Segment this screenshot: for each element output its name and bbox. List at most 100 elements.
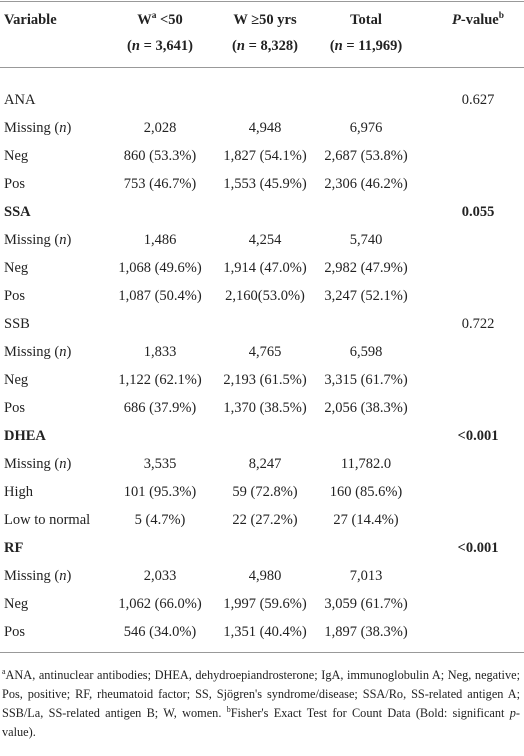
cell-value: 6,598	[349, 344, 383, 360]
text: Pos	[4, 624, 25, 640]
cell-value: 1,997 (59.6%)	[223, 596, 307, 612]
text: W ≥50 yrs	[233, 12, 297, 28]
italic-text: P	[452, 12, 461, 28]
cell-value: 546 (34.0%)	[123, 624, 197, 640]
text: )	[66, 456, 72, 472]
cell-value: 4,254	[248, 232, 282, 248]
cell-value: 160 (85.6%)	[329, 484, 403, 500]
italic-text: p	[509, 706, 516, 720]
cell-value: 2,982 (47.9%)	[324, 260, 408, 276]
cell-value: 2,306 (46.2%)	[324, 176, 408, 192]
superscript: b	[226, 704, 231, 714]
text: Pos	[4, 288, 25, 304]
cell-value: 1,122 (62.1%)	[118, 372, 202, 388]
column-header: Total	[350, 10, 382, 30]
text: W	[137, 12, 152, 28]
section-label: DHEA	[4, 426, 46, 446]
row-label: Pos	[4, 174, 25, 194]
text: (	[232, 38, 237, 54]
text: Missing (	[4, 344, 60, 360]
text: High	[4, 484, 33, 500]
text: -value	[460, 12, 499, 28]
cell-value: 4,765	[248, 344, 282, 360]
row-label: Pos	[4, 622, 25, 642]
cell-value: 753 (46.7%)	[123, 176, 197, 192]
text: (	[329, 38, 335, 54]
superscript: a	[151, 11, 157, 22]
text: = 3,641)	[139, 38, 193, 54]
column-header: (n = 8,328)	[232, 36, 298, 56]
text: Neg	[4, 260, 29, 276]
top-rule	[0, 1, 524, 2]
italic-text: n	[131, 38, 140, 54]
cell-value: 8,247	[248, 456, 282, 472]
cell-value: 2,028	[143, 120, 177, 136]
cell-value: 5,740	[349, 232, 383, 248]
superscript: b	[498, 11, 504, 22]
text: Missing (	[4, 568, 60, 584]
text: = 8,328)	[244, 38, 298, 54]
row-label: Low to normal	[4, 510, 90, 530]
cell-value: 2,193 (61.5%)	[223, 372, 307, 388]
section-label: ANA	[4, 90, 35, 110]
text: Variable	[4, 12, 57, 28]
row-label: Pos	[4, 398, 25, 418]
cell-value: 1,087 (50.4%)	[118, 288, 202, 304]
row-label: Neg	[4, 594, 28, 614]
section-label: RF	[4, 538, 23, 558]
row-label: Neg	[4, 370, 28, 390]
row-label: Missing (n)	[4, 454, 71, 474]
text: Neg	[4, 372, 29, 388]
italic-text: n	[59, 344, 67, 360]
row-label: High	[4, 482, 33, 502]
text: DHEA	[4, 428, 46, 444]
cell-value: 6,976	[349, 120, 383, 136]
cell-value: 11,782.0	[340, 456, 392, 472]
cell-value: 1,370 (38.5%)	[223, 400, 307, 416]
cell-value: 1,827 (54.1%)	[223, 148, 307, 164]
text: Missing (	[4, 120, 60, 136]
text: = 11,969)	[342, 38, 403, 54]
cell-value: 1,553 (45.9%)	[223, 176, 307, 192]
text: ANA, antinuclear antibodies; DHEA, dehyd…	[2, 668, 520, 720]
cell-value: 101 (95.3%)	[123, 484, 197, 500]
text: Total	[350, 12, 382, 28]
cell-value: 1,486	[143, 232, 177, 248]
column-header: (n = 11,969)	[330, 36, 402, 56]
text: RF	[4, 540, 24, 556]
cell-value: 3,315 (61.7%)	[324, 372, 408, 388]
cell-value: 1,351 (40.4%)	[223, 624, 307, 640]
p-value: 0.055	[461, 204, 495, 220]
text: )	[66, 120, 72, 136]
text: Low to normal	[4, 512, 91, 528]
cell-value: 3,247 (52.1%)	[324, 288, 408, 304]
cell-value: 3,059 (61.7%)	[324, 596, 408, 612]
cell-value: 860 (53.3%)	[123, 148, 197, 164]
header-rule	[0, 67, 524, 68]
italic-text: n	[59, 456, 67, 472]
italic-text: n	[59, 568, 67, 584]
cell-value: 1,068 (49.6%)	[118, 260, 202, 276]
row-label: Missing (n)	[4, 230, 71, 250]
cell-value: 1,897 (38.3%)	[324, 624, 408, 640]
superscript: a	[2, 666, 6, 676]
cell-value: 686 (37.9%)	[123, 400, 197, 416]
p-value: 0.627	[461, 92, 495, 108]
cell-value: 3,535	[143, 456, 177, 472]
row-label: Missing (n)	[4, 342, 71, 362]
text: SSB	[4, 316, 30, 332]
text: Missing (	[4, 232, 60, 248]
text: Neg	[4, 596, 29, 612]
text: Neg	[4, 148, 29, 164]
italic-text: n	[236, 38, 245, 54]
cell-value: 27 (14.4%)	[333, 512, 399, 528]
bottom-rule	[0, 652, 524, 653]
text: SSA	[4, 204, 31, 220]
italic-text: n	[334, 38, 343, 54]
italic-text: n	[59, 120, 67, 136]
text: Pos	[4, 176, 25, 192]
cell-value: 7,013	[349, 568, 383, 584]
p-value: 0.722	[461, 316, 495, 332]
cell-value: 2,160(53.0%)	[225, 288, 305, 304]
